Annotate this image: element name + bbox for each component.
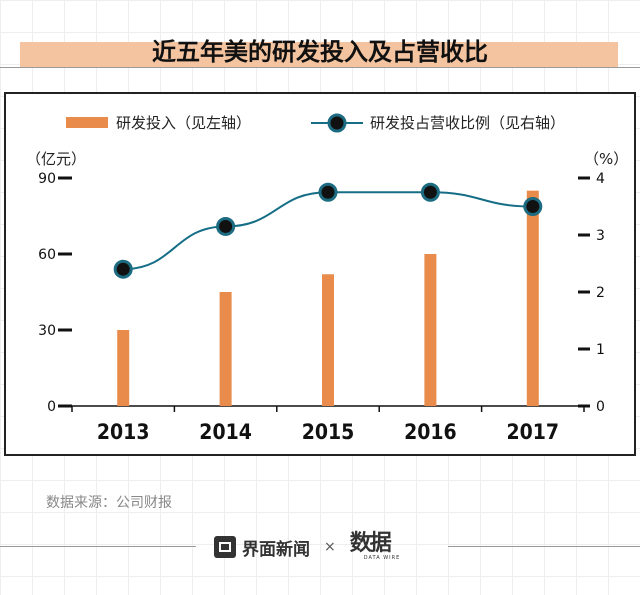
footer-rule-left: [0, 546, 196, 547]
brand-name: 界面新闻: [242, 539, 310, 560]
y-left-tick-label: 90: [38, 171, 56, 187]
legend-marker-line: [327, 113, 347, 133]
line-point: [113, 259, 133, 279]
x-tick-label: 2015: [302, 420, 355, 444]
y-right-tick-label: 0: [596, 399, 605, 415]
y-right-tick-label: 4: [596, 171, 605, 187]
y-right-axis-label: （%）: [584, 150, 628, 168]
x-tick-label: 2016: [404, 420, 457, 444]
y-left-axis-label: （亿元）: [26, 150, 86, 168]
line-point: [420, 182, 440, 202]
line-point: [216, 216, 236, 236]
y-right-tick-label: 2: [596, 285, 605, 301]
footer-rule-right: [448, 546, 640, 547]
legend-label-bar: 研发投入（见左轴）: [116, 114, 251, 132]
page-title: 近五年美的研发投入及占营收比: [152, 38, 488, 66]
bar: [424, 254, 437, 406]
brand-separator: ×: [324, 539, 336, 555]
x-tick-label: 2013: [97, 420, 150, 444]
bar: [322, 274, 334, 406]
y-right-tick-label: 3: [596, 228, 605, 244]
line-series: [123, 191, 533, 271]
chart: 研发投入（见左轴） 研发投占营收比例（见右轴） （亿元） （%） 0 30 60 90 0 1 2 3…: [26, 113, 628, 444]
y-left-tick-label: 30: [38, 323, 56, 339]
y-right-tick-label: 1: [596, 342, 605, 358]
legend-label-line: 研发投占营收比例（见右轴）: [370, 114, 565, 132]
bar: [219, 292, 232, 406]
footer-brand: 界面新闻 × 数据 DATA WIRE: [214, 532, 406, 562]
x-tick-label: 2014: [199, 420, 252, 444]
source-note: 数据来源：公司财报: [46, 495, 172, 511]
title-band: [20, 42, 618, 68]
brand-logo-icon: [214, 536, 236, 558]
bar: [117, 330, 130, 406]
y-left-tick-label: 60: [38, 247, 56, 263]
datawire-logo-en: DATA WIRE: [363, 555, 401, 561]
line-point: [318, 182, 338, 202]
bar: [526, 190, 539, 406]
y-left-tick-label: 0: [47, 399, 56, 415]
line-point: [523, 197, 543, 216]
legend-swatch-bar: [66, 117, 108, 128]
datawire-logo: 数据 DATA WIRE: [350, 532, 406, 562]
title-rule: [0, 67, 640, 68]
datawire-logo-cn: 数据: [349, 530, 392, 556]
x-tick-label: 2017: [507, 420, 560, 444]
chart-frame: 研发投入（见左轴） 研发投占营收比例（见右轴） （亿元） （%） 0 30 60 90 0 1 2 3…: [4, 92, 636, 456]
